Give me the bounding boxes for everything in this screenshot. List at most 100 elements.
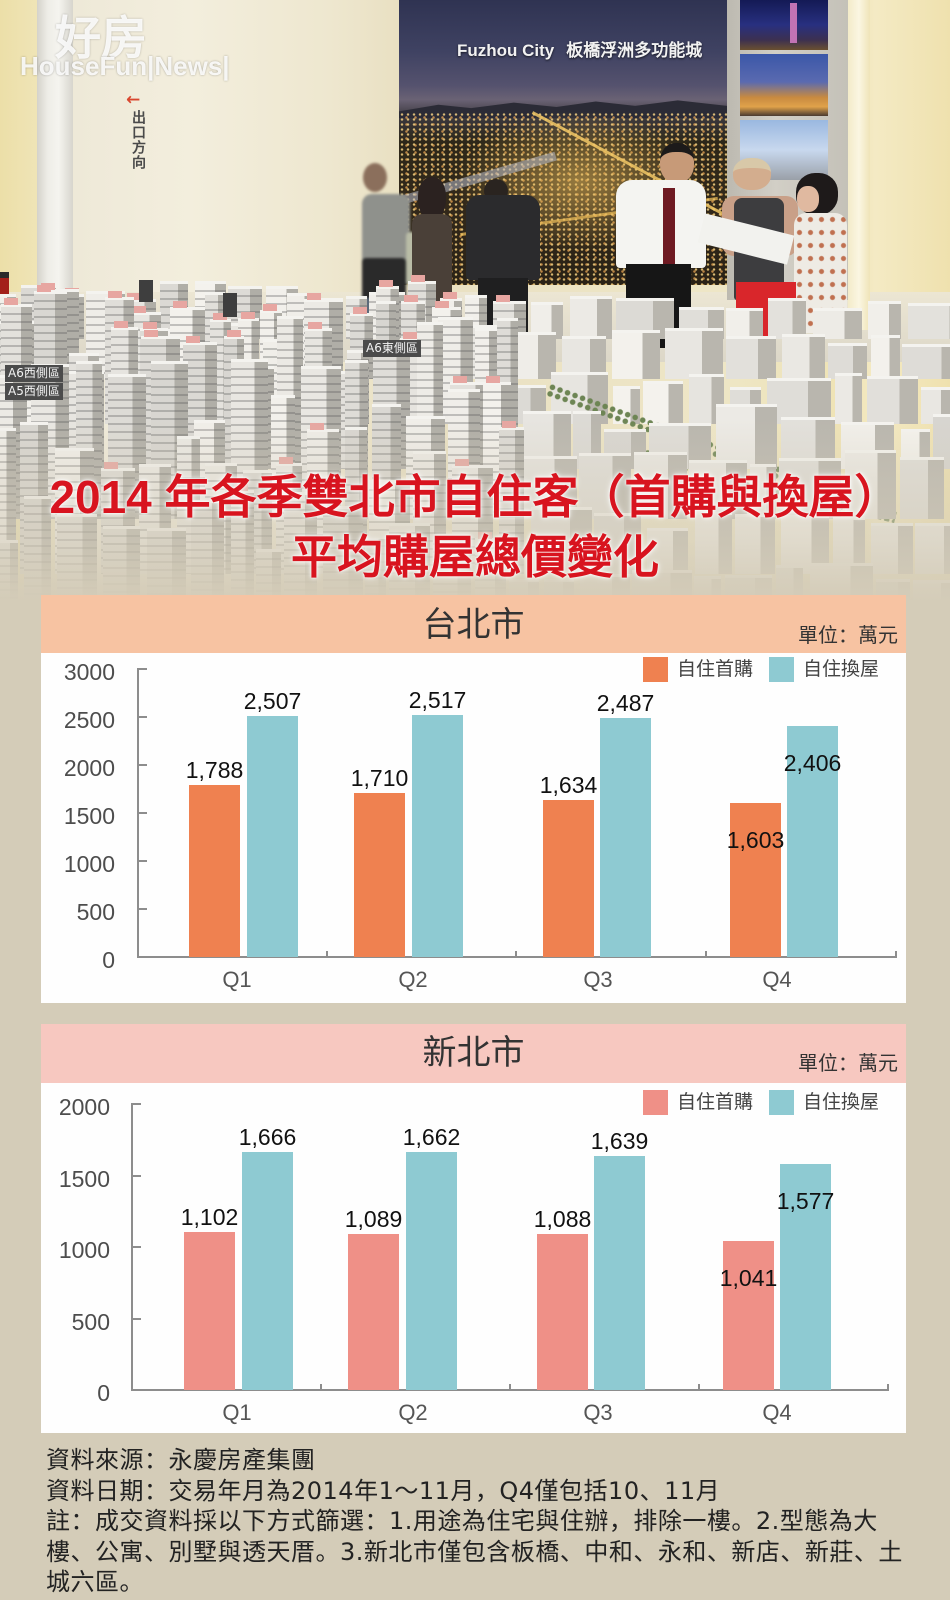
x-axis-tick <box>509 1384 511 1390</box>
x-axis-tick <box>698 1384 700 1390</box>
data-period: 資料日期：交易年月為2014年1～11月，Q4僅包括10、11月 <box>46 1476 721 1505</box>
x-category-label: Q3 <box>583 967 613 992</box>
model-label: A6西側區 <box>5 365 63 382</box>
y-tick-label: 2000 <box>63 755 115 781</box>
model-price-tag <box>486 376 500 384</box>
bar-series-2-q4 <box>787 726 838 957</box>
bar-series-1-q4 <box>723 1241 774 1390</box>
model-building <box>782 334 825 379</box>
model-price-tag <box>143 322 157 330</box>
model-price-tag <box>4 298 18 306</box>
model-building <box>835 372 862 424</box>
wall-pillar <box>848 0 870 330</box>
legend-label: 自住首購 <box>677 1091 754 1113</box>
head <box>733 158 771 190</box>
x-category-label: Q1 <box>222 967 252 992</box>
bar-value-label: 1,088 <box>533 1206 592 1233</box>
bar-value-label: 1,102 <box>180 1204 239 1231</box>
legend-swatch-upgrade <box>769 1090 795 1115</box>
model-price-tag <box>403 331 417 339</box>
y-tick-label: 0 <box>102 947 115 973</box>
model-price-tag <box>213 312 227 320</box>
bar-series-2-q3 <box>594 1155 645 1390</box>
legend-swatch-upgrade <box>769 657 795 682</box>
y-axis-tick <box>138 812 147 814</box>
bar-value-label: 2,487 <box>596 690 655 717</box>
model-price-tag <box>186 336 200 344</box>
poster-title: Fuzhou City <box>457 41 555 60</box>
source-notes: 資料來源：永慶房產集團 資料日期：交易年月為2014年1～11月，Q4僅包括10… <box>46 1445 903 1598</box>
model-signpost <box>223 293 237 317</box>
model-price-tag <box>37 285 51 293</box>
bar-series-1-q4 <box>730 803 781 957</box>
y-tick-label: 1000 <box>63 851 115 877</box>
model-price-tag <box>108 291 122 299</box>
chart-panel-new-taipei: 新北市 單位：萬元 自住首購 自住換屋 0 500 1000 1500 2000 1,10… <box>41 1024 906 1433</box>
bar-series-1-q2 <box>354 792 405 957</box>
data-source: 資料來源：永慶房產集團 <box>46 1446 316 1474</box>
legend-swatch-first-purchase <box>643 1090 668 1115</box>
bar-value-label: 2,507 <box>243 688 302 715</box>
model-price-tag <box>353 306 367 314</box>
bar-series-2-q2 <box>412 715 463 957</box>
x-axis-tick <box>887 1384 889 1390</box>
bar-value-label: 1,788 <box>185 757 244 784</box>
model-signpost <box>139 280 153 302</box>
hero-photo: ← 出口方向 Fuzhou City 板橋浮洲多功能城 <box>0 0 950 600</box>
chart-legend: 自住首購 自住換屋 <box>643 657 895 682</box>
bar-series-2-q4 <box>780 1164 831 1390</box>
legend-swatch-first-purchase <box>643 657 668 682</box>
x-axis-tick <box>705 951 707 957</box>
model-building <box>902 344 950 379</box>
x-category-label: Q3 <box>583 1400 613 1425</box>
model-building <box>726 307 763 339</box>
model-building <box>665 328 723 379</box>
bar-value-label: 1,603 <box>726 827 785 854</box>
bar-value-label: 1,710 <box>350 764 409 791</box>
bar-value-label: 1,639 <box>590 1127 649 1154</box>
y-tick-label: 1500 <box>63 803 115 829</box>
model-price-tag <box>404 295 418 303</box>
model-price-tag <box>443 292 457 300</box>
model-building <box>871 334 900 379</box>
model-price-tag <box>379 280 393 288</box>
model-building <box>570 296 612 339</box>
bar-series-2-q3 <box>600 718 651 957</box>
bar-series-1-q3 <box>537 1234 588 1390</box>
bar-series-1-q2 <box>348 1234 399 1390</box>
legend-label: 自住首購 <box>677 658 754 680</box>
y-axis-tick <box>132 1317 141 1320</box>
model-price-tag <box>496 295 510 303</box>
footnote-line: 註：成交資料採以下方式篩選：1.用途為住宅與住辦，排除一樓。2.型態為大 <box>46 1507 878 1535</box>
tie <box>663 188 675 266</box>
watermark-text: HouseFun|News| <box>20 51 230 81</box>
model-price-tag <box>411 274 425 282</box>
bar-value-label: 1,634 <box>539 772 598 799</box>
head <box>363 163 387 192</box>
poster-subtitle: 板橋浮洲多功能城 <box>566 41 703 60</box>
watermark-logo: 好房 <box>55 11 147 65</box>
y-axis-tick <box>132 1103 141 1105</box>
y-tick-label: 3000 <box>63 659 115 685</box>
head <box>660 143 694 183</box>
bar-series-2-q1 <box>242 1151 293 1390</box>
bar-series-1-q1 <box>184 1232 235 1390</box>
x-category-label: Q4 <box>762 1400 792 1425</box>
y-axis-tick <box>138 668 147 670</box>
bar-series-1-q1 <box>189 785 240 957</box>
bar-series-2-q1 <box>247 716 298 957</box>
unit-label: 單位：萬元 <box>798 1051 898 1075</box>
y-axis-tick <box>138 716 147 718</box>
x-axis-line <box>131 1389 889 1391</box>
infographic-subtitle: 平均購屋總價變化 <box>291 531 659 583</box>
display-photo-night <box>740 0 828 50</box>
bar-value-label: 2,517 <box>408 687 467 714</box>
x-axis-tick <box>515 951 517 957</box>
model-label: A6東側區 <box>363 340 421 357</box>
model-price-tag <box>307 292 321 300</box>
chart-title: 台北市 <box>422 605 525 645</box>
plot-area: 0 500 1000 1500 2000 2500 3000 1,788 1,710 1,634 1… <box>41 595 906 1005</box>
y-tick-label: 1000 <box>58 1237 110 1263</box>
x-axis-line <box>137 956 897 958</box>
display-photo-sunset <box>740 54 828 116</box>
